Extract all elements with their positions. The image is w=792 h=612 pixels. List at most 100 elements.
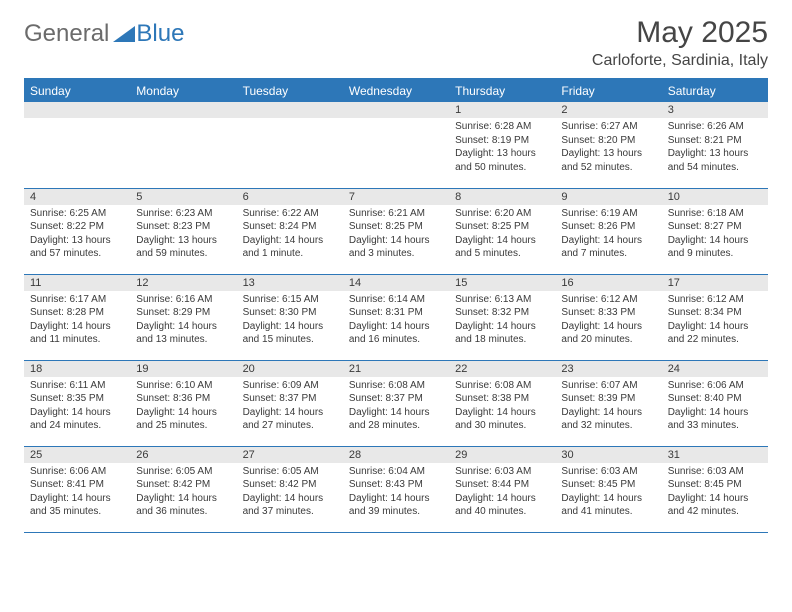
calendar-cell: 10Sunrise: 6:18 AMSunset: 8:27 PMDayligh… [662,188,768,274]
day-details: Sunrise: 6:26 AMSunset: 8:21 PMDaylight:… [662,118,768,178]
calendar-week-row: 1Sunrise: 6:28 AMSunset: 8:19 PMDaylight… [24,102,768,188]
calendar-cell: 16Sunrise: 6:12 AMSunset: 8:33 PMDayligh… [555,274,661,360]
day-details: Sunrise: 6:05 AMSunset: 8:42 PMDaylight:… [237,463,343,523]
day-details: Sunrise: 6:12 AMSunset: 8:34 PMDaylight:… [662,291,768,351]
calendar-cell: 26Sunrise: 6:05 AMSunset: 8:42 PMDayligh… [130,446,236,532]
day-details: Sunrise: 6:08 AMSunset: 8:37 PMDaylight:… [343,377,449,437]
calendar-cell: 11Sunrise: 6:17 AMSunset: 8:28 PMDayligh… [24,274,130,360]
day-details: Sunrise: 6:04 AMSunset: 8:43 PMDaylight:… [343,463,449,523]
calendar-cell: 17Sunrise: 6:12 AMSunset: 8:34 PMDayligh… [662,274,768,360]
day-number: 13 [237,275,343,291]
title-block: May 2025 Carloforte, Sardinia, Italy [592,16,768,70]
day-details: Sunrise: 6:10 AMSunset: 8:36 PMDaylight:… [130,377,236,437]
day-number: 18 [24,361,130,377]
logo: General Blue [24,16,184,48]
day-number: 19 [130,361,236,377]
day-number: 31 [662,447,768,463]
calendar-cell: 2Sunrise: 6:27 AMSunset: 8:20 PMDaylight… [555,102,661,188]
day-number: 22 [449,361,555,377]
day-number: 30 [555,447,661,463]
calendar-cell: 22Sunrise: 6:08 AMSunset: 8:38 PMDayligh… [449,360,555,446]
weekday-header: Monday [130,79,236,102]
calendar-cell [130,102,236,188]
calendar-week-row: 4Sunrise: 6:25 AMSunset: 8:22 PMDaylight… [24,188,768,274]
month-title: May 2025 [592,16,768,50]
day-details: Sunrise: 6:06 AMSunset: 8:40 PMDaylight:… [662,377,768,437]
day-details: Sunrise: 6:06 AMSunset: 8:41 PMDaylight:… [24,463,130,523]
calendar-cell: 7Sunrise: 6:21 AMSunset: 8:25 PMDaylight… [343,188,449,274]
day-number: 10 [662,189,768,205]
weekday-header: Thursday [449,79,555,102]
day-number-empty [343,102,449,118]
calendar-cell: 29Sunrise: 6:03 AMSunset: 8:44 PMDayligh… [449,446,555,532]
day-number: 20 [237,361,343,377]
day-number: 28 [343,447,449,463]
calendar-cell: 14Sunrise: 6:14 AMSunset: 8:31 PMDayligh… [343,274,449,360]
day-details: Sunrise: 6:27 AMSunset: 8:20 PMDaylight:… [555,118,661,178]
weekday-header: Sunday [24,79,130,102]
day-details: Sunrise: 6:03 AMSunset: 8:45 PMDaylight:… [662,463,768,523]
day-number: 12 [130,275,236,291]
calendar-cell: 9Sunrise: 6:19 AMSunset: 8:26 PMDaylight… [555,188,661,274]
day-number-empty [130,102,236,118]
weekday-header: Wednesday [343,79,449,102]
calendar-cell: 18Sunrise: 6:11 AMSunset: 8:35 PMDayligh… [24,360,130,446]
day-details: Sunrise: 6:28 AMSunset: 8:19 PMDaylight:… [449,118,555,178]
day-details: Sunrise: 6:16 AMSunset: 8:29 PMDaylight:… [130,291,236,351]
calendar-header-row: SundayMondayTuesdayWednesdayThursdayFrid… [24,79,768,102]
day-details: Sunrise: 6:03 AMSunset: 8:44 PMDaylight:… [449,463,555,523]
calendar-cell: 30Sunrise: 6:03 AMSunset: 8:45 PMDayligh… [555,446,661,532]
weekday-header: Friday [555,79,661,102]
day-details: Sunrise: 6:25 AMSunset: 8:22 PMDaylight:… [24,205,130,265]
day-details: Sunrise: 6:17 AMSunset: 8:28 PMDaylight:… [24,291,130,351]
calendar-cell [237,102,343,188]
calendar-cell: 12Sunrise: 6:16 AMSunset: 8:29 PMDayligh… [130,274,236,360]
day-number: 4 [24,189,130,205]
day-number: 25 [24,447,130,463]
day-number: 6 [237,189,343,205]
day-number-empty [237,102,343,118]
calendar-cell: 23Sunrise: 6:07 AMSunset: 8:39 PMDayligh… [555,360,661,446]
day-number: 17 [662,275,768,291]
weekday-header: Saturday [662,79,768,102]
calendar-cell: 25Sunrise: 6:06 AMSunset: 8:41 PMDayligh… [24,446,130,532]
calendar-cell: 27Sunrise: 6:05 AMSunset: 8:42 PMDayligh… [237,446,343,532]
calendar-cell: 15Sunrise: 6:13 AMSunset: 8:32 PMDayligh… [449,274,555,360]
day-number: 27 [237,447,343,463]
calendar-cell: 13Sunrise: 6:15 AMSunset: 8:30 PMDayligh… [237,274,343,360]
day-details: Sunrise: 6:07 AMSunset: 8:39 PMDaylight:… [555,377,661,437]
calendar-cell: 31Sunrise: 6:03 AMSunset: 8:45 PMDayligh… [662,446,768,532]
calendar-cell: 28Sunrise: 6:04 AMSunset: 8:43 PMDayligh… [343,446,449,532]
logo-text-blue: Blue [136,20,184,48]
calendar-week-row: 11Sunrise: 6:17 AMSunset: 8:28 PMDayligh… [24,274,768,360]
day-number: 2 [555,102,661,118]
calendar-cell: 24Sunrise: 6:06 AMSunset: 8:40 PMDayligh… [662,360,768,446]
day-number: 21 [343,361,449,377]
day-number-empty [24,102,130,118]
day-details: Sunrise: 6:03 AMSunset: 8:45 PMDaylight:… [555,463,661,523]
day-number: 5 [130,189,236,205]
day-number: 9 [555,189,661,205]
day-number: 29 [449,447,555,463]
calendar-cell: 3Sunrise: 6:26 AMSunset: 8:21 PMDaylight… [662,102,768,188]
calendar-cell [24,102,130,188]
calendar-cell: 1Sunrise: 6:28 AMSunset: 8:19 PMDaylight… [449,102,555,188]
day-details: Sunrise: 6:08 AMSunset: 8:38 PMDaylight:… [449,377,555,437]
location-label: Carloforte, Sardinia, Italy [592,52,768,70]
day-number: 3 [662,102,768,118]
calendar-cell: 20Sunrise: 6:09 AMSunset: 8:37 PMDayligh… [237,360,343,446]
day-details: Sunrise: 6:05 AMSunset: 8:42 PMDaylight:… [130,463,236,523]
calendar-week-row: 18Sunrise: 6:11 AMSunset: 8:35 PMDayligh… [24,360,768,446]
calendar-cell: 8Sunrise: 6:20 AMSunset: 8:25 PMDaylight… [449,188,555,274]
day-details: Sunrise: 6:20 AMSunset: 8:25 PMDaylight:… [449,205,555,265]
day-number: 26 [130,447,236,463]
day-details: Sunrise: 6:19 AMSunset: 8:26 PMDaylight:… [555,205,661,265]
day-number: 23 [555,361,661,377]
day-number: 24 [662,361,768,377]
day-details: Sunrise: 6:21 AMSunset: 8:25 PMDaylight:… [343,205,449,265]
calendar-cell: 21Sunrise: 6:08 AMSunset: 8:37 PMDayligh… [343,360,449,446]
calendar-cell: 5Sunrise: 6:23 AMSunset: 8:23 PMDaylight… [130,188,236,274]
weekday-header: Tuesday [237,79,343,102]
day-details: Sunrise: 6:15 AMSunset: 8:30 PMDaylight:… [237,291,343,351]
day-number: 1 [449,102,555,118]
